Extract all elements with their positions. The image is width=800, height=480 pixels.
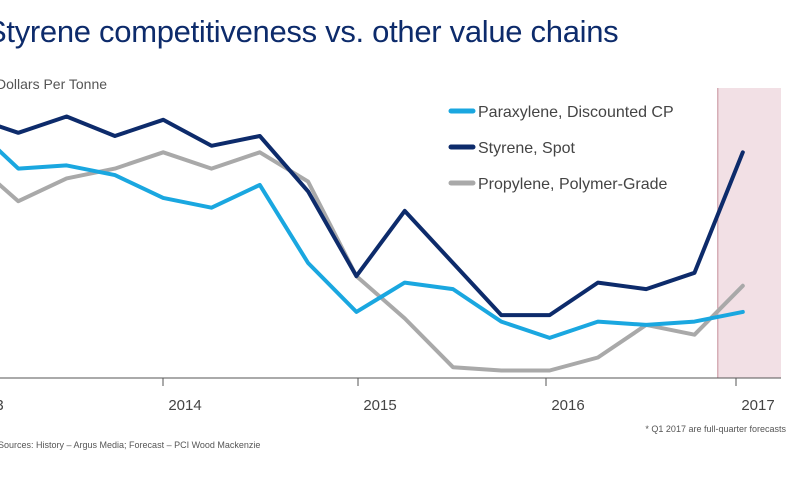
x-tick-label-2017: 2017 bbox=[741, 397, 774, 414]
source-note: Sources: History – Argus Media; Forecast… bbox=[0, 440, 261, 450]
forecast-shading bbox=[717, 88, 781, 378]
x-tick-label-2015: 2015 bbox=[363, 397, 396, 414]
chart-title: Styrene competitiveness vs. other value … bbox=[0, 14, 619, 49]
x-tick-label-2016: 2016 bbox=[551, 397, 584, 414]
legend-label-0: Paraxylene, Discounted CP bbox=[478, 104, 674, 121]
series-line-styrene-spot bbox=[0, 114, 745, 318]
legend-label-2: Propylene, Polymer-Grade bbox=[478, 176, 668, 193]
y-axis-label: Dollars Per Tonne bbox=[0, 76, 108, 92]
series-line-paraxylene-discounted-cp bbox=[0, 148, 745, 340]
forecast-footnote: * Q1 2017 are full-quarter forecasts bbox=[645, 424, 786, 434]
legend-label-1: Styrene, Spot bbox=[478, 140, 576, 157]
x-tick-label-2013: 2013 bbox=[0, 397, 4, 414]
x-tick-label-2014: 2014 bbox=[168, 397, 201, 414]
